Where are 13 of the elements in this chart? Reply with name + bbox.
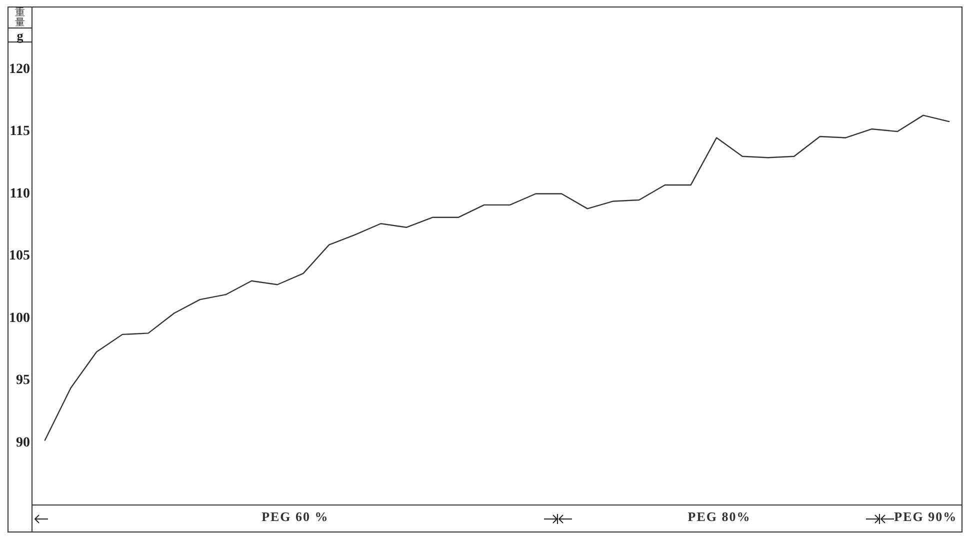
y-tick-label: 105 <box>9 248 30 264</box>
y-tick-label: 110 <box>10 186 30 202</box>
y-tick-label: 90 <box>16 435 30 450</box>
y-tick-label: 100 <box>9 310 30 326</box>
y-axis-title: 重量 <box>15 6 25 28</box>
y-tick-label: 95 <box>16 373 30 388</box>
text: PEG 90% <box>894 509 958 525</box>
y-tick-label: 115 <box>10 124 30 139</box>
y2-axis-title: g <box>16 28 24 43</box>
y-tick-label: 120 <box>9 62 30 77</box>
line-series <box>44 114 950 441</box>
text: PEG 60 % <box>260 509 330 525</box>
text: PEG 80% <box>686 509 752 525</box>
